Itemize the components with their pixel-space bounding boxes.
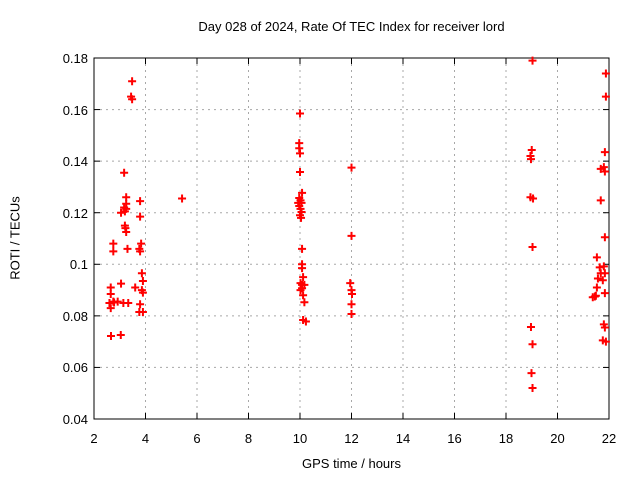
data-point [527,146,536,155]
data-point [529,194,538,203]
data-point [138,288,147,297]
data-point [347,310,356,319]
data-point [109,239,118,248]
data-point [117,279,126,288]
data-point [347,300,356,309]
y-tick-label: 0.04 [62,412,88,427]
y-tick-label: 0.18 [62,51,88,66]
data-point [528,243,537,252]
data-point [123,244,132,253]
data-point [109,247,118,256]
chart-title: Day 028 of 2024, Rate Of TEC Index for r… [198,19,505,34]
y-tick-label: 0.14 [62,154,88,170]
data-point [296,167,304,176]
data-point [128,77,137,86]
x-tick-label: 12 [344,431,359,446]
data-point [120,207,129,216]
data-point [347,231,356,240]
data-point [300,298,309,307]
x-tick-label: 18 [498,431,514,446]
x-tick-label: 14 [395,431,411,446]
data-point [297,213,306,222]
data-point [588,293,597,302]
data-point [116,330,125,339]
data-point [136,247,145,256]
y-tick-label: 0.1 [69,257,88,273]
y-tick-label: 0.12 [62,205,88,221]
data-point [299,273,308,282]
data-point [346,279,355,288]
data-point [296,109,304,118]
data-point [347,163,356,172]
data-point [600,323,609,332]
data-point [298,264,307,273]
y-tick-label: 0.16 [62,102,88,118]
data-point [131,283,140,292]
data-point [136,300,145,309]
data-point [137,239,146,248]
data-point [298,244,307,253]
data-point [298,188,307,197]
data-point [526,155,535,164]
data-point [600,148,609,157]
data-point [600,269,609,278]
data-point [117,208,126,217]
data-point [595,263,604,272]
data-point [600,289,609,298]
data-point [138,307,147,316]
data-point [106,289,115,298]
data-point [601,92,610,101]
data-point [138,277,147,286]
x-tick-label: 4 [141,431,150,446]
x-tick-label: 8 [244,431,253,446]
data-point [596,164,605,173]
x-tick-label: 6 [193,431,201,446]
data-point [122,228,131,237]
data-point [592,253,601,262]
data-point [600,233,609,242]
data-point [105,298,114,307]
data-point [348,289,357,298]
data-point [593,274,602,283]
x-tick-label: 10 [292,431,308,446]
data-point [128,95,137,104]
data-point [124,298,133,307]
data-point [137,269,146,278]
x-tick-label: 16 [447,431,462,446]
y-tick-label: 0.06 [62,360,88,376]
y-tick-label: 0.08 [62,308,88,324]
data-point [600,167,609,176]
data-point [136,197,145,206]
data-point [106,304,115,313]
data-point [601,69,610,78]
data-point [299,291,308,300]
data-point [301,317,310,326]
data-point [136,212,145,221]
data-point [113,297,122,306]
data-point [596,196,605,205]
x-tick-label: 20 [550,431,565,446]
data-point [106,331,115,340]
data-point [528,384,537,393]
data-point [599,262,608,271]
data-point [527,369,536,378]
data-point [528,56,537,65]
x-axis-label: GPS time / hours [302,456,401,471]
data-point [296,286,305,295]
data-point [598,276,607,285]
data-point [526,322,535,331]
data-point [296,149,304,158]
data-point [120,168,129,177]
x-tick-label: 2 [90,431,98,446]
x-tick-label: 22 [601,431,617,446]
data-point [528,340,537,349]
data-point [592,283,601,292]
data-point [178,194,187,203]
data-point [601,337,610,346]
